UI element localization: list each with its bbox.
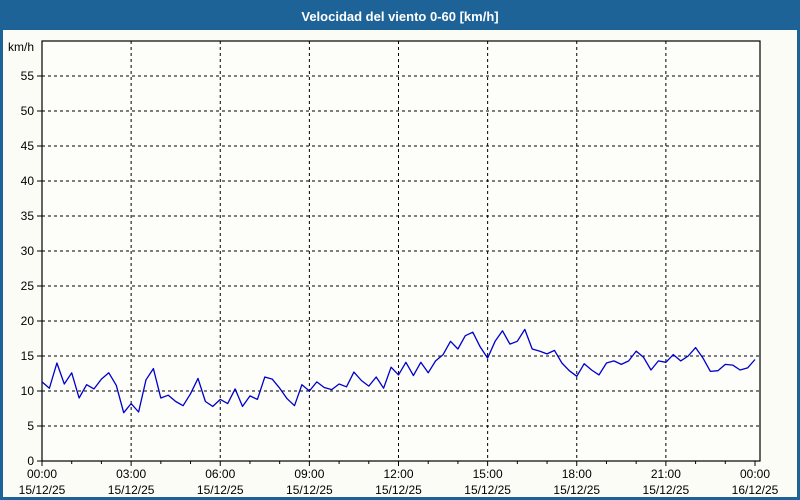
svg-text:10: 10 <box>21 384 35 398</box>
svg-text:21:00: 21:00 <box>651 467 681 481</box>
svg-text:12:00: 12:00 <box>383 467 413 481</box>
svg-text:15:00: 15:00 <box>473 467 503 481</box>
svg-text:50: 50 <box>21 104 35 118</box>
svg-text:03:00: 03:00 <box>116 467 146 481</box>
plot-background <box>42 41 760 461</box>
svg-text:06:00: 06:00 <box>205 467 235 481</box>
svg-text:15/12/25: 15/12/25 <box>108 483 155 497</box>
svg-text:55: 55 <box>21 69 35 83</box>
svg-text:16/12/25: 16/12/25 <box>732 483 779 497</box>
svg-text:5: 5 <box>27 419 34 433</box>
svg-text:15/12/25: 15/12/25 <box>19 483 66 497</box>
svg-text:15/12/25: 15/12/25 <box>643 483 690 497</box>
svg-text:18:00: 18:00 <box>562 467 592 481</box>
svg-text:15/12/25: 15/12/25 <box>375 483 422 497</box>
wind-speed-line <box>41 328 756 414</box>
svg-text:45: 45 <box>21 139 35 153</box>
svg-text:09:00: 09:00 <box>294 467 324 481</box>
axis-ticks <box>37 75 756 466</box>
svg-text:0: 0 <box>27 454 34 468</box>
svg-text:00:00: 00:00 <box>740 467 770 481</box>
y-tick-labels: 0 5 10 15 20 25 30 35 40 45 50 55 <box>21 69 35 468</box>
svg-text:00:00: 00:00 <box>27 467 57 481</box>
svg-text:15/12/25: 15/12/25 <box>197 483 244 497</box>
svg-text:15: 15 <box>21 349 35 363</box>
svg-text:25: 25 <box>21 279 35 293</box>
svg-text:15/12/25: 15/12/25 <box>464 483 511 497</box>
svg-text:15/12/25: 15/12/25 <box>553 483 600 497</box>
wind-speed-chart: 0510152025303540455055km/h00:0015/12/250… <box>8 40 779 497</box>
window-title: Velocidad del viento 0-60 [km/h] <box>3 3 797 30</box>
x-tick-labels: 00:00 15/12/25 03:00 15/12/25 06:00 15/12/25 0… <box>19 467 779 497</box>
svg-text:20: 20 <box>21 314 35 328</box>
y-axis-unit-label: km/h <box>8 40 34 54</box>
svg-text:40: 40 <box>21 174 35 188</box>
svg-text:15/12/25: 15/12/25 <box>286 483 333 497</box>
svg-text:35: 35 <box>21 209 35 223</box>
chart-area: 0 5 10 15 20 25 30 35 40 45 50 55 km/h 00:00 15/12/25 0… <box>3 30 797 497</box>
svg-text:30: 30 <box>21 244 35 258</box>
